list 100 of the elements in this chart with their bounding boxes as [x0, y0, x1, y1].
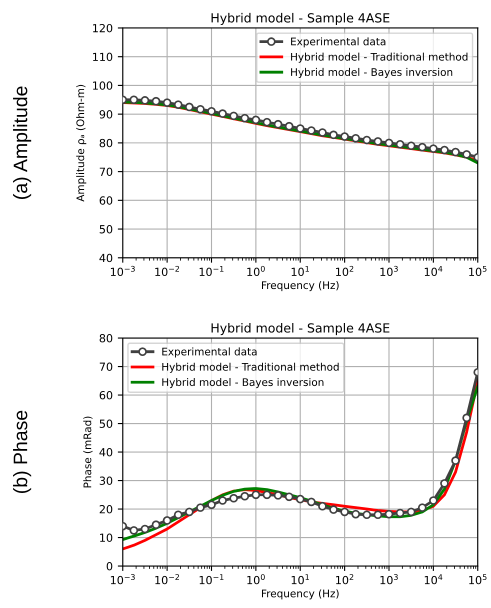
- x-tick-label: 10$^{4}$: [424, 266, 442, 276]
- point: [440, 479, 449, 488]
- point: [329, 505, 338, 514]
- point: [240, 492, 250, 501]
- point: [152, 96, 160, 106]
- x-tick-label: 10$^{3}$: [380, 574, 398, 584]
- x-axis-title: Frequency (Hz): [262, 281, 339, 292]
- point: [384, 138, 394, 148]
- point: [462, 414, 471, 422]
- point: [240, 114, 250, 122]
- point: [396, 140, 404, 149]
- x-tick-label: 10$^{0}$: [247, 574, 265, 584]
- point: [351, 510, 360, 518]
- x-tick-label: 10$^{−1}$: [200, 266, 224, 276]
- y-tick-label: 80: [100, 138, 112, 148]
- point: [296, 494, 305, 504]
- point: [329, 130, 338, 140]
- point: [207, 500, 216, 510]
- point: [218, 109, 227, 118]
- point: [174, 100, 183, 109]
- x-tick-label: 10$^{−3}$: [110, 266, 135, 276]
- y-tick-label: 10: [100, 534, 112, 542]
- point: [274, 491, 282, 500]
- point: [384, 510, 394, 518]
- legend-label: Hybrid model - Traditional method: [162, 362, 339, 373]
- x-tick-label: 10$^{3}$: [380, 266, 398, 276]
- point: [162, 98, 172, 107]
- x-tick-label: 10$^{−2}$: [155, 266, 179, 276]
- point: [140, 524, 150, 534]
- point: [318, 502, 327, 511]
- y-axis-title: Amplitude ρₐ (Ohm-m): [76, 84, 86, 202]
- point: [451, 456, 460, 465]
- point: [351, 134, 360, 143]
- y-tick-label: 90: [100, 110, 112, 119]
- point: [406, 141, 416, 150]
- y-tick-label: 30: [100, 476, 112, 485]
- y-tick-label: 60: [100, 196, 112, 205]
- point: [362, 136, 372, 144]
- y-tick-label: 70: [100, 168, 112, 176]
- text: (a) Amplitude: [13, 86, 32, 199]
- point: [252, 116, 260, 124]
- point: [396, 508, 404, 518]
- x-axis-title: Frequency (Hz): [262, 589, 339, 600]
- chart-title: Hybrid model - Sample 4ASE: [212, 12, 390, 26]
- point: [185, 102, 194, 112]
- text: (b) Phase: [13, 410, 32, 493]
- y-tick-label: 20: [100, 505, 112, 514]
- point: [162, 516, 172, 525]
- point: [418, 142, 427, 152]
- point: [284, 492, 294, 502]
- point: [307, 498, 316, 506]
- point: [152, 520, 160, 530]
- point: [374, 510, 382, 520]
- x-tick-label: 10$^{0}$: [247, 266, 265, 276]
- point: [207, 106, 216, 116]
- y-axis-title: Phase (mRad): [83, 416, 93, 488]
- x-tick-label: 10$^{2}$: [336, 574, 354, 584]
- x-tick-label: 10$^{−1}$: [200, 574, 224, 584]
- point: [174, 510, 183, 520]
- point: [318, 128, 327, 137]
- point: [429, 496, 438, 505]
- legend-label: Hybrid model - Bayes inversion: [162, 378, 324, 388]
- y-tick-label: 60: [100, 391, 112, 400]
- point: [185, 508, 194, 516]
- x-tick-label: 10$^{1}$: [292, 574, 309, 584]
- point: [296, 124, 305, 133]
- y-tick-label: 0: [106, 562, 112, 570]
- x-tick-label: 10$^{1}$: [292, 266, 309, 276]
- point: [196, 104, 205, 114]
- x-tick-label: 10$^{2}$: [336, 266, 354, 276]
- y-tick-label: 50: [100, 225, 112, 234]
- point: [229, 494, 238, 503]
- point: [374, 137, 382, 146]
- chart-title: Hybrid model - Sample 4ASE: [212, 322, 390, 336]
- x-tick-label: 10$^{−3}$: [110, 574, 135, 584]
- point: [440, 146, 449, 154]
- point: [196, 503, 205, 512]
- x-tick-label: 10$^{−2}$: [155, 574, 179, 584]
- legend-label: Experimental data: [162, 347, 257, 358]
- point: [218, 496, 227, 505]
- legend-label: Hybrid model - Traditional method: [291, 52, 468, 63]
- y-tick-label: 40: [99, 448, 112, 456]
- point: [262, 118, 272, 127]
- point: [252, 490, 260, 500]
- point: [262, 490, 272, 500]
- point: [362, 510, 372, 520]
- point: [140, 96, 150, 105]
- point: [340, 508, 349, 516]
- y-tick-label: 110: [93, 52, 112, 62]
- point: [418, 503, 427, 512]
- legend-label: Hybrid model - Bayes inversion: [291, 68, 452, 78]
- point: [307, 126, 316, 135]
- x-tick-label: 10$^{4}$: [424, 574, 442, 584]
- point: [229, 112, 238, 120]
- point: [406, 508, 416, 516]
- x-tick-label: 10$^{5}$: [469, 574, 486, 584]
- y-tick-label: 40: [99, 254, 112, 262]
- point: [130, 526, 138, 535]
- legend-label: Experimental data: [291, 37, 386, 48]
- point: [274, 120, 282, 129]
